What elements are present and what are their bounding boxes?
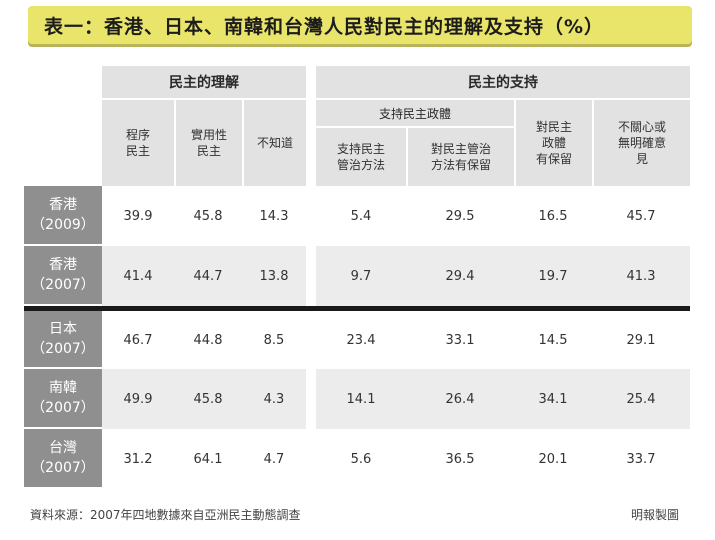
table-cell: 49.9 bbox=[102, 369, 174, 429]
col-header-support-method: 支持民主 管治方法 bbox=[316, 128, 406, 186]
table-cell: 39.9 bbox=[102, 186, 174, 246]
table-cell: 45.8 bbox=[174, 369, 242, 429]
table-cell: 31.2 bbox=[102, 429, 174, 489]
table-cell: 5.6 bbox=[316, 429, 406, 489]
table-cell: 46.7 bbox=[102, 311, 174, 369]
credit-note: 明報製圖 bbox=[630, 508, 679, 522]
table-cell: 14.5 bbox=[514, 311, 592, 369]
col-header-reserved-method: 對民主管治 方法有保留 bbox=[406, 128, 514, 186]
table-cell: 33.7 bbox=[592, 429, 690, 489]
table-title: 表一：香港、日本、南韓和台灣人民對民主的理解及支持（%） bbox=[28, 6, 692, 44]
table-cell: 5.4 bbox=[316, 186, 406, 246]
group-header-support: 民主的支持 bbox=[316, 66, 690, 100]
col-header-indifferent: 不關心或 無明確意 見 bbox=[592, 100, 690, 186]
table-cell: 26.4 bbox=[406, 369, 514, 429]
table-cell: 14.3 bbox=[242, 186, 306, 246]
divider-line bbox=[24, 306, 690, 311]
table-row: 南韓 （2007） 49.9 45.8 4.3 14.1 26.4 34.1 25… bbox=[24, 369, 690, 429]
table-cell: 19.7 bbox=[514, 246, 592, 306]
table-cell: 14.1 bbox=[316, 369, 406, 429]
col-header-procedural: 程序 民主 bbox=[102, 100, 174, 186]
table-cell: 34.1 bbox=[514, 369, 592, 429]
table-row: 香港 （2007） 41.4 44.7 13.8 9.7 29.4 19.7 41… bbox=[24, 246, 690, 306]
table-row: 台灣 （2007） 31.2 64.1 4.7 5.6 36.5 20.1 33.… bbox=[24, 429, 690, 489]
table-cell: 41.3 bbox=[592, 246, 690, 306]
table-cell: 33.1 bbox=[406, 311, 514, 369]
table-cell: 20.1 bbox=[514, 429, 592, 489]
footer: 資料來源：2007年四地數據來自亞洲民主動態調查 明報製圖 bbox=[30, 506, 679, 523]
table-cell: 44.8 bbox=[174, 311, 242, 369]
col-header-practical: 實用性 民主 bbox=[174, 100, 242, 186]
table-cell: 29.4 bbox=[406, 246, 514, 306]
table-cell: 16.5 bbox=[514, 186, 592, 246]
group-header-understanding: 民主的理解 bbox=[102, 66, 306, 100]
row-label: 日本 （2007） bbox=[24, 311, 102, 369]
table-cell: 29.1 bbox=[592, 311, 690, 369]
corner-cell bbox=[24, 66, 102, 100]
row-label: 台灣 （2007） bbox=[24, 429, 102, 489]
table-cell: 4.7 bbox=[242, 429, 306, 489]
table-cell: 36.5 bbox=[406, 429, 514, 489]
col-header-dont-know: 不知道 bbox=[242, 100, 306, 186]
row-label: 南韓 （2007） bbox=[24, 369, 102, 429]
subgroup-header-support-gov: 支持民主政體 bbox=[316, 100, 514, 128]
table-row: 香港 （2009） 39.9 45.8 14.3 5.4 29.5 16.5 45… bbox=[24, 186, 690, 246]
table-cell: 4.3 bbox=[242, 369, 306, 429]
table-cell: 64.1 bbox=[174, 429, 242, 489]
table-cell: 8.5 bbox=[242, 311, 306, 369]
table-row: 日本 （2007） 46.7 44.8 8.5 23.4 33.1 14.5 29… bbox=[24, 311, 690, 369]
table-cell: 9.7 bbox=[316, 246, 406, 306]
row-label: 香港 （2007） bbox=[24, 246, 102, 306]
table-cell: 44.7 bbox=[174, 246, 242, 306]
data-table: 民主的理解 民主的支持 程序 民主 實用性 民主 不知道 支持民主政體 對民主 … bbox=[24, 66, 690, 489]
table-cell: 23.4 bbox=[316, 311, 406, 369]
row-label: 香港 （2009） bbox=[24, 186, 102, 246]
table-cell: 45.8 bbox=[174, 186, 242, 246]
table-cell: 13.8 bbox=[242, 246, 306, 306]
source-note: 資料來源：2007年四地數據來自亞洲民主動態調查 bbox=[30, 508, 301, 522]
table-cell: 25.4 bbox=[592, 369, 690, 429]
table-cell: 41.4 bbox=[102, 246, 174, 306]
table-cell: 45.7 bbox=[592, 186, 690, 246]
table-cell: 29.5 bbox=[406, 186, 514, 246]
col-header-reserved-regime: 對民主 政體 有保留 bbox=[514, 100, 592, 186]
